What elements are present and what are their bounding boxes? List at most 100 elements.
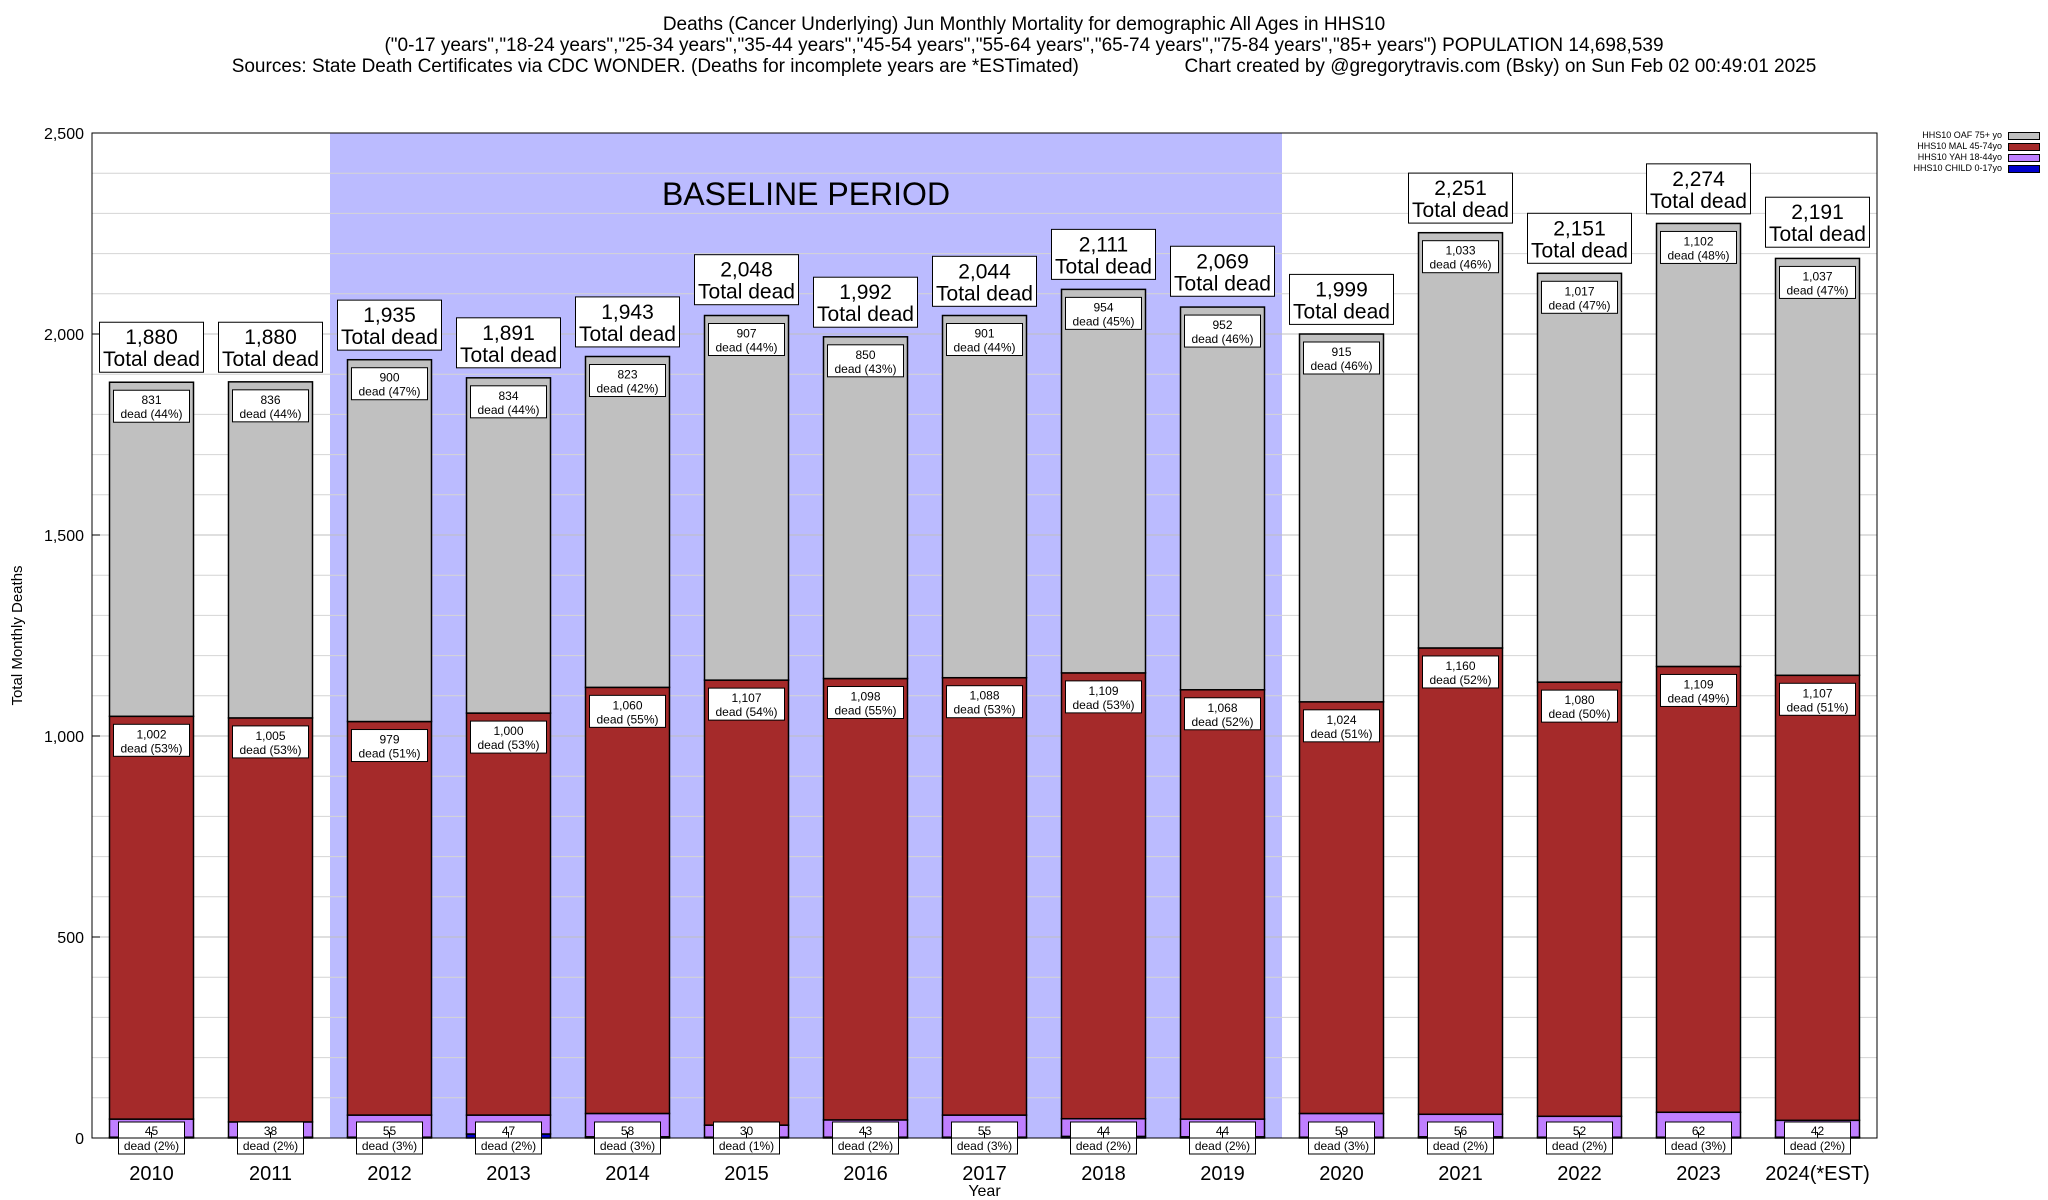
bar-segment xyxy=(108,381,195,718)
total-value-label: 1,891 xyxy=(482,322,535,345)
bar-segment xyxy=(465,712,552,1116)
segment-value-label: 1,160 xyxy=(1445,659,1475,673)
segment-pct-label: dead (3%) xyxy=(600,1139,655,1153)
total-text-label: Total dead xyxy=(103,348,200,371)
bar-segment xyxy=(703,314,790,681)
x-tick-label: 2022 xyxy=(1557,1163,1602,1185)
legend-swatch xyxy=(2008,164,2040,173)
total-text-label: Total dead xyxy=(1650,190,1747,213)
segment-value-label: 43 xyxy=(859,1124,873,1138)
segment-value-label: 1,002 xyxy=(136,727,166,741)
total-value-label: 2,069 xyxy=(1196,250,1249,273)
segment-pct-label: dead (2%) xyxy=(1195,1139,1250,1153)
bar-segment xyxy=(346,358,433,723)
segment-pct-label: dead (44%) xyxy=(953,341,1015,355)
x-tick-label: 2018 xyxy=(1081,1163,1126,1185)
segment-value-label: 836 xyxy=(260,393,280,407)
segment-value-label: 1,037 xyxy=(1802,269,1832,283)
legend-label: HHS10 YAH 18-44yo xyxy=(1917,152,2002,162)
legend-swatch xyxy=(2008,142,2040,151)
total-text-label: Total dead xyxy=(1769,223,1866,246)
total-label-box xyxy=(1527,212,1632,264)
total-text-label: Total dead xyxy=(460,344,557,367)
bar-segment xyxy=(1060,672,1147,1120)
segment-pct-label: dead (44%) xyxy=(477,403,539,417)
segment-label-box xyxy=(1422,655,1499,689)
total-text-label: Total dead xyxy=(1531,239,1628,262)
segment-pct-label: dead (44%) xyxy=(120,407,182,421)
total-value-label: 2,151 xyxy=(1553,217,1606,240)
segment-label-box xyxy=(827,344,904,378)
segment-value-label: 952 xyxy=(1212,318,1232,332)
x-axis-label: Year xyxy=(968,1183,1001,1200)
segment-value-label: 1,024 xyxy=(1326,713,1356,727)
y-tick-label: 1,000 xyxy=(44,729,84,746)
legend-label: HHS10 OAF 75+ yo xyxy=(1922,130,2002,140)
segment-label-box xyxy=(1184,314,1261,348)
segment-label-box xyxy=(1660,230,1737,264)
total-text-label: Total dead xyxy=(1412,199,1509,222)
total-label-box xyxy=(813,276,918,328)
bar-segment xyxy=(1536,272,1623,683)
segment-value-label: 47 xyxy=(502,1124,516,1138)
segment-value-label: 979 xyxy=(379,733,399,747)
x-tick-label: 2010 xyxy=(129,1163,174,1185)
segment-pct-label: dead (2%) xyxy=(1552,1139,1607,1153)
y-tick-label: 1,500 xyxy=(44,528,84,545)
segment-pct-label: dead (51%) xyxy=(358,747,420,761)
legend-swatch xyxy=(2008,153,2040,162)
segment-pct-label: dead (3%) xyxy=(957,1139,1012,1153)
segment-pct-label: dead (55%) xyxy=(596,712,658,726)
segment-pct-label: dead (43%) xyxy=(834,362,896,376)
y-tick-label: 2,000 xyxy=(44,327,84,344)
segment-label-box xyxy=(827,686,904,720)
chart-legend: HHS10 OAF 75+ yo HHS10 MAL 45-74yo HHS10 Y… xyxy=(1913,130,2040,174)
segment-label-box xyxy=(1660,673,1737,707)
segment-value-label: 1,060 xyxy=(612,698,642,712)
x-tick-label: 2011 xyxy=(249,1163,292,1185)
segment-value-label: 55 xyxy=(978,1124,992,1138)
segment-pct-label: dead (53%) xyxy=(120,741,182,755)
x-tick-label: 2020 xyxy=(1319,1163,1364,1185)
segment-value-label: 1,109 xyxy=(1683,677,1713,691)
segment-value-label: 831 xyxy=(141,393,161,407)
y-axis-label: Total Monthly Deaths xyxy=(9,565,26,705)
x-tick-label: 2019 xyxy=(1200,1163,1245,1185)
x-tick-label: 2015 xyxy=(724,1163,769,1185)
bar-segment xyxy=(703,679,790,1126)
segment-pct-label: dead (46%) xyxy=(1310,359,1372,373)
total-text-label: Total dead xyxy=(341,326,438,349)
segment-label-box xyxy=(946,323,1023,357)
total-value-label: 1,999 xyxy=(1315,278,1368,301)
segment-value-label: 907 xyxy=(736,327,756,341)
total-value-label: 1,880 xyxy=(125,326,178,349)
segment-pct-label: dead (51%) xyxy=(1786,700,1848,714)
bar-segment xyxy=(465,377,552,714)
segment-pct-label: dead (50%) xyxy=(1548,707,1610,721)
segment-label-box xyxy=(1541,280,1618,314)
segment-value-label: 52 xyxy=(1573,1124,1587,1138)
bar-segment xyxy=(1774,674,1861,1122)
legend-item: HHS10 CHILD 0-17yo xyxy=(1913,163,2040,174)
total-label-box xyxy=(1289,273,1394,325)
legend-label: HHS10 CHILD 0-17yo xyxy=(1913,163,2002,173)
segment-pct-label: dead (2%) xyxy=(1076,1139,1131,1153)
bar-segment xyxy=(822,677,909,1121)
segment-value-label: 1,005 xyxy=(255,729,285,743)
segment-value-label: 62 xyxy=(1692,1124,1706,1138)
total-value-label: 2,191 xyxy=(1791,201,1844,224)
segment-value-label: 834 xyxy=(498,389,518,403)
segment-label-box xyxy=(113,389,190,423)
segment-pct-label: dead (2%) xyxy=(1433,1139,1488,1153)
x-tick-label: 2021 xyxy=(1438,1163,1483,1185)
chart-title: Deaths (Cancer Underlying) Jun Monthly M… xyxy=(662,14,1386,35)
segment-pct-label: dead (3%) xyxy=(1314,1139,1369,1153)
segment-pct-label: dead (52%) xyxy=(1429,673,1491,687)
legend-label: HHS10 MAL 45-74yo xyxy=(1917,141,2002,151)
bar-segment xyxy=(1655,222,1742,668)
segment-value-label: 1,102 xyxy=(1683,234,1713,248)
chart-header: Deaths (Cancer Underlying) Jun Monthly M… xyxy=(0,14,2048,77)
total-value-label: 2,048 xyxy=(720,259,773,282)
x-tick-label: 2014 xyxy=(605,1163,650,1185)
segment-pct-label: dead (49%) xyxy=(1667,691,1729,705)
